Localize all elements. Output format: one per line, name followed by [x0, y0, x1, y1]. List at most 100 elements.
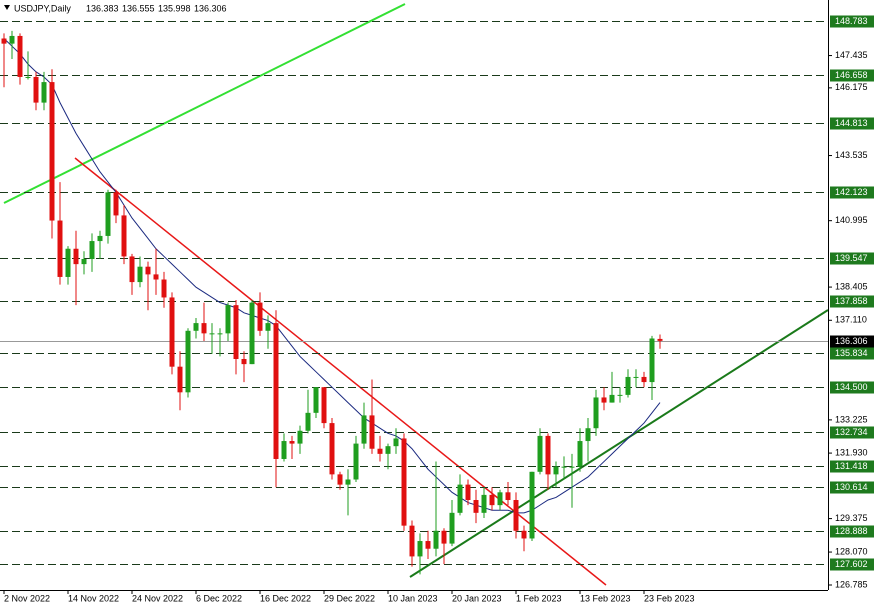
menu-arrow[interactable]: [4, 5, 10, 10]
candle-body: [289, 441, 295, 444]
candle-body: [385, 446, 391, 454]
candle-body: [449, 512, 455, 544]
candle-body: [625, 376, 631, 395]
candle-body: [329, 423, 335, 475]
candle-body: [113, 192, 119, 216]
candle-body: [145, 266, 151, 275]
level-label-box: [830, 426, 874, 439]
candle-body: [169, 297, 175, 367]
candle-body: [193, 323, 199, 331]
level-label-box: [830, 558, 874, 571]
candle-body: [209, 333, 215, 335]
candle-body: [481, 494, 487, 513]
y-tick-label: 146.175: [835, 82, 868, 92]
trendline: [409, 309, 829, 578]
candle-body: [441, 530, 447, 544]
candle-body: [401, 438, 407, 526]
candle-body: [81, 259, 87, 265]
level-label: 148.783: [835, 16, 868, 26]
candle-body: [593, 397, 599, 429]
candle-body: [297, 430, 303, 444]
level-label: 132.734: [835, 427, 868, 437]
y-tick-label: 128.070: [835, 546, 868, 556]
level-label: 127.602: [835, 559, 868, 569]
candle-body: [465, 484, 471, 501]
level-label: 135.834: [835, 348, 868, 358]
candle-body: [161, 279, 167, 298]
candle-body: [577, 441, 583, 467]
candle-body: [73, 248, 79, 265]
candle-body: [617, 394, 623, 396]
header-low: 135.998: [158, 3, 191, 13]
candle-body: [425, 541, 431, 549]
candle-body: [473, 500, 479, 513]
candle-body: [313, 387, 319, 413]
candle-body: [409, 525, 415, 557]
candle-body: [257, 302, 263, 331]
level-label-box: [830, 69, 874, 82]
candle-body: [265, 323, 271, 331]
candle-body: [489, 494, 495, 506]
candle-body: [553, 466, 559, 475]
level-label: 142.123: [835, 187, 868, 197]
y-tick-label: 131.930: [835, 447, 868, 457]
level-label: 144.813: [835, 118, 868, 128]
candle-body: [657, 338, 663, 341]
candle-body: [49, 82, 55, 221]
level-label-box: [830, 481, 874, 494]
candle-body: [225, 305, 231, 334]
candle-body: [505, 492, 511, 501]
level-label: 137.858: [835, 296, 868, 306]
candle-body: [537, 435, 543, 472]
candle-body: [9, 35, 15, 44]
candle-body: [41, 82, 47, 103]
candle-body: [377, 448, 383, 454]
x-tick-label: 29 Dec 2022: [324, 593, 375, 603]
candle-body: [641, 376, 647, 383]
candle-body: [129, 256, 135, 283]
candle-body: [569, 466, 575, 468]
header-close: 136.306: [194, 3, 227, 13]
candle-body: [241, 358, 247, 365]
candle-body: [97, 235, 103, 242]
candle-body: [353, 443, 359, 480]
y-tick-label: 129.375: [835, 513, 868, 523]
level-label-box: [830, 186, 874, 199]
price-label-box: [830, 335, 874, 348]
level-label-box: [830, 295, 874, 308]
candle-body: [321, 387, 327, 424]
candle-body: [457, 484, 463, 513]
level-label: 131.418: [835, 461, 868, 471]
candle-body: [65, 248, 71, 277]
x-tick-label: 13 Feb 2023: [580, 593, 631, 603]
y-tick-label: 140.995: [835, 215, 868, 225]
candle-body: [153, 274, 159, 280]
level-label-box: [830, 252, 874, 265]
candle-body: [105, 192, 111, 236]
moving-average: [3, 38, 661, 514]
candle-body: [305, 412, 311, 431]
candle-body: [1, 38, 7, 44]
x-tick-label: 6 Dec 2022: [196, 593, 242, 603]
candle-body: [201, 323, 207, 334]
trendline: [3, 3, 406, 204]
level-label: 139.547: [835, 253, 868, 263]
x-tick-label: 10 Jan 2023: [388, 593, 438, 603]
candle-body: [529, 471, 535, 539]
candle-body: [17, 35, 23, 77]
level-label: 134.500: [835, 382, 868, 392]
candle-body: [433, 530, 439, 549]
level-label-box: [830, 347, 874, 360]
candle-body: [361, 415, 367, 444]
candle-body: [337, 474, 343, 485]
candle-body: [233, 305, 239, 359]
level-label: 130.614: [835, 482, 868, 492]
y-tick-label: 126.785: [835, 579, 868, 589]
x-tick-label: 14 Nov 2022: [68, 593, 119, 603]
candle-body: [345, 479, 351, 485]
candle-body: [369, 415, 375, 449]
level-label-box: [830, 525, 874, 538]
